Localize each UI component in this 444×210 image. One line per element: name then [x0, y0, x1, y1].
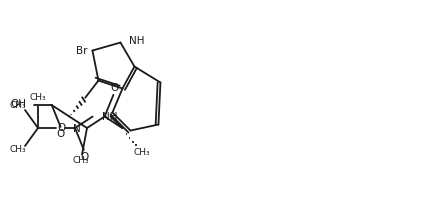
Text: CH₃: CH₃: [10, 146, 26, 155]
Text: O: O: [110, 83, 119, 93]
Text: Br: Br: [75, 46, 87, 55]
Text: O: O: [56, 129, 65, 139]
Text: O: O: [81, 152, 89, 162]
Text: CH₃: CH₃: [30, 93, 46, 102]
Text: NH: NH: [130, 35, 145, 46]
Text: CH₃: CH₃: [10, 101, 26, 110]
Text: NH: NH: [102, 112, 117, 122]
Text: CH₃: CH₃: [73, 156, 89, 165]
Text: CH₃: CH₃: [134, 148, 151, 157]
Text: OH: OH: [10, 99, 26, 109]
Text: O: O: [57, 123, 65, 133]
Text: N: N: [73, 124, 81, 134]
